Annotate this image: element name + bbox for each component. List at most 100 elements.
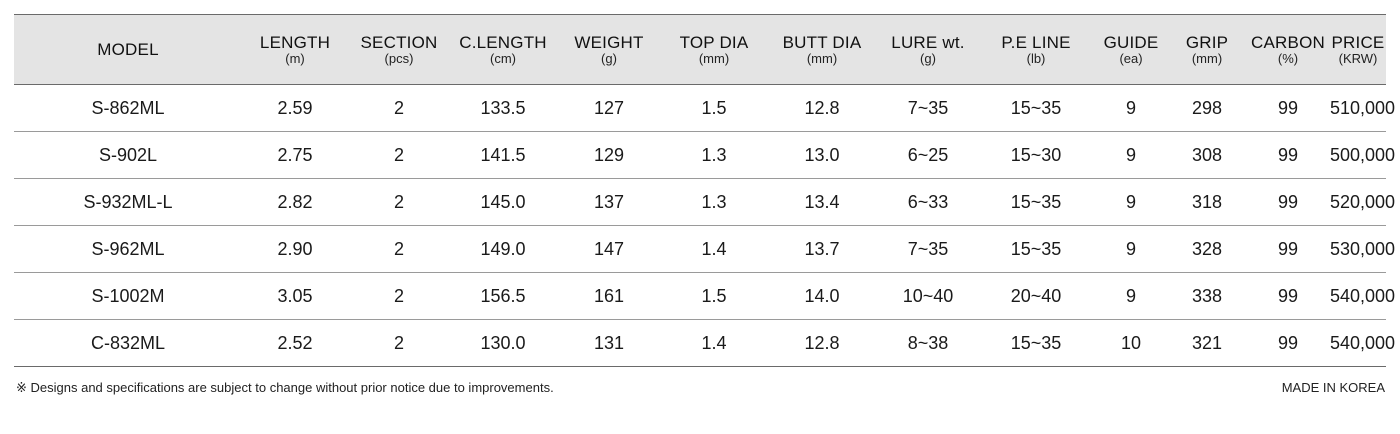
- column-header-top-dia: TOP DIA (mm): [662, 15, 766, 85]
- column-header-unit: (m): [285, 51, 305, 66]
- table-row: S-862ML 2.59 2 133.5 127 1.5 12.8 7~35 15~35 9 298…: [14, 85, 1396, 132]
- table-header: MODEL LENGTH (m) SECTION (pcs) C.LENGTH (cm) WE…: [14, 14, 1386, 85]
- cell-pe-line: 15~35: [1010, 97, 1062, 118]
- cell-section: 2: [393, 332, 404, 353]
- cell-c-length: 149.0: [480, 238, 526, 259]
- cell-weight: 131: [593, 332, 625, 353]
- column-header-unit: (KRW): [1338, 51, 1378, 66]
- cell-weight: 129: [593, 144, 625, 165]
- table-row: C-832ML 2.52 2 130.0 131 1.4 12.8 8~38 15~35 10 32…: [14, 320, 1395, 367]
- cell-guide: 10: [1120, 332, 1142, 353]
- cell-top-dia: 1.5: [701, 97, 727, 118]
- cell-carbon: 99: [1277, 144, 1299, 165]
- cell-lure-wt: 7~35: [907, 97, 949, 118]
- table-row: S-1002M 3.05 2 156.5 161 1.5 14.0 10~40 20~40 9 33…: [14, 273, 1396, 320]
- cell-guide: 9: [1125, 97, 1136, 118]
- cell-top-dia: 1.4: [701, 332, 727, 353]
- cell-length: 3.05: [277, 285, 313, 306]
- column-header-unit: (g): [601, 51, 617, 66]
- cell-grip: 318: [1191, 191, 1223, 212]
- column-header-pe-line: P.E LINE (lb): [978, 15, 1094, 85]
- column-header-unit: (cm): [490, 51, 516, 66]
- cell-lure-wt: 10~40: [902, 285, 954, 306]
- cell-lure-wt: 6~25: [907, 144, 949, 165]
- cell-top-dia: 1.4: [701, 238, 727, 259]
- column-header-unit: (mm): [698, 51, 730, 66]
- cell-weight: 147: [593, 238, 625, 259]
- table-row: S-962ML 2.90 2 149.0 147 1.4 13.7 7~35 15~35 9 328…: [14, 226, 1396, 273]
- cell-pe-line: 15~30: [1010, 144, 1062, 165]
- cell-c-length: 145.0: [480, 191, 526, 212]
- cell-model: S-862ML: [91, 97, 165, 118]
- column-header-grip: GRIP (mm): [1168, 15, 1246, 85]
- cell-weight: 137: [593, 191, 625, 212]
- cell-weight: 127: [593, 97, 625, 118]
- cell-c-length: 141.5: [480, 144, 526, 165]
- cell-model: S-932ML-L: [83, 191, 173, 212]
- column-header-section: SECTION (pcs): [348, 15, 450, 85]
- cell-price: 500,000: [1330, 144, 1396, 165]
- cell-c-length: 156.5: [480, 285, 526, 306]
- cell-c-length: 133.5: [480, 97, 526, 118]
- cell-lure-wt: 8~38: [907, 332, 949, 353]
- column-header-butt-dia: BUTT DIA (mm): [766, 15, 878, 85]
- column-header-label: BUTT DIA: [782, 33, 862, 52]
- column-header-c-length: C.LENGTH (cm): [450, 15, 556, 85]
- cell-price: 530,000: [1330, 238, 1396, 259]
- column-header-label: SECTION: [360, 33, 438, 52]
- cell-model: C-832ML: [90, 332, 166, 353]
- cell-butt-dia: 12.8: [804, 97, 840, 118]
- column-header-label: WEIGHT: [574, 33, 644, 52]
- cell-grip: 308: [1191, 144, 1223, 165]
- column-header-unit: (g): [920, 51, 936, 66]
- cell-grip: 298: [1191, 97, 1223, 118]
- cell-grip: 338: [1191, 285, 1223, 306]
- column-header-model: MODEL: [14, 15, 242, 85]
- cell-c-length: 130.0: [480, 332, 526, 353]
- column-header-unit: (mm): [806, 51, 838, 66]
- cell-guide: 9: [1125, 144, 1136, 165]
- column-header-length: LENGTH (m): [242, 15, 348, 85]
- column-header-label: GRIP: [1185, 33, 1229, 52]
- column-header-label: C.LENGTH: [459, 33, 547, 52]
- cell-weight: 161: [593, 285, 625, 306]
- column-header-carbon: CARBON (%): [1246, 15, 1330, 85]
- column-header-price: PRICE (KRW): [1330, 15, 1386, 85]
- cell-grip: 328: [1191, 238, 1223, 259]
- cell-section: 2: [393, 97, 404, 118]
- cell-top-dia: 1.5: [701, 285, 727, 306]
- cell-pe-line: 15~35: [1010, 238, 1062, 259]
- column-header-unit: (ea): [1119, 51, 1143, 66]
- cell-section: 2: [393, 285, 404, 306]
- cell-carbon: 99: [1277, 238, 1299, 259]
- cell-guide: 9: [1125, 285, 1136, 306]
- column-header-unit: (lb): [1026, 51, 1046, 66]
- cell-pe-line: 20~40: [1010, 285, 1062, 306]
- cell-section: 2: [393, 144, 404, 165]
- header-row: MODEL LENGTH (m) SECTION (pcs) C.LENGTH (cm) WE…: [14, 14, 1386, 85]
- disclaimer-note: ※ Designs and specifications are subject…: [16, 380, 554, 395]
- column-header-guide: GUIDE (ea): [1094, 15, 1168, 85]
- cell-carbon: 99: [1277, 97, 1299, 118]
- cell-butt-dia: 13.7: [804, 238, 840, 259]
- column-header-label: GUIDE: [1103, 33, 1159, 52]
- cell-butt-dia: 14.0: [804, 285, 840, 306]
- cell-carbon: 99: [1277, 191, 1299, 212]
- cell-price: 540,000: [1330, 285, 1396, 306]
- cell-price: 510,000: [1330, 97, 1396, 118]
- cell-butt-dia: 12.8: [804, 332, 840, 353]
- cell-guide: 9: [1125, 191, 1136, 212]
- column-header-label: PRICE: [1331, 33, 1385, 52]
- cell-length: 2.75: [277, 144, 313, 165]
- column-header-label: CARBON: [1251, 33, 1325, 52]
- made-in-label: MADE IN KOREA: [1281, 380, 1385, 395]
- cell-top-dia: 1.3: [701, 191, 727, 212]
- cell-guide: 9: [1125, 238, 1136, 259]
- rod-spec-table: MODEL LENGTH (m) SECTION (pcs) C.LENGTH (cm) WE…: [14, 14, 1396, 367]
- cell-price: 520,000: [1330, 191, 1396, 212]
- column-header-unit: (pcs): [384, 51, 414, 66]
- column-header-label: TOP DIA: [679, 33, 749, 52]
- cell-model: S-1002M: [91, 285, 165, 306]
- cell-butt-dia: 13.4: [804, 191, 840, 212]
- cell-grip: 321: [1191, 332, 1223, 353]
